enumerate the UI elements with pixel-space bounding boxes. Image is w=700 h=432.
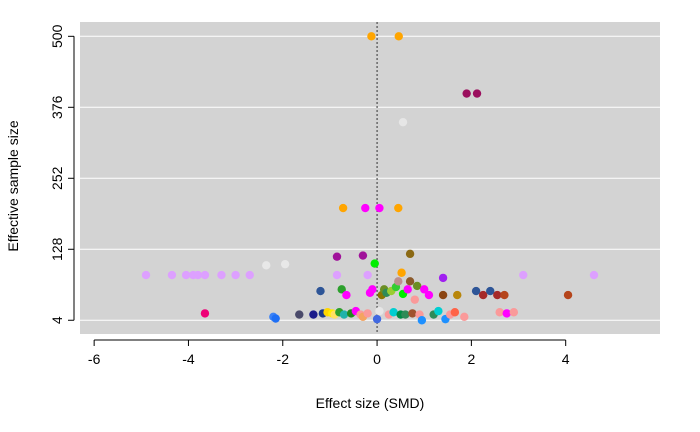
data-point-24 (245, 270, 254, 280)
data-point-35 (316, 286, 325, 296)
data-point-75 (438, 290, 448, 300)
y-axis-title: Effective sample size (5, 120, 21, 251)
data-point-29 (438, 273, 448, 283)
data-point-4 (398, 117, 408, 127)
data-point-16 (141, 270, 151, 280)
data-point-23 (231, 270, 240, 280)
horizontal-gridlines (80, 35, 660, 321)
y-tick-label-4: 500 (49, 24, 65, 48)
y-tick-label-2: 252 (49, 166, 65, 190)
x-tick-label-2: -2 (277, 351, 290, 367)
data-point-74 (434, 306, 443, 316)
data-point-81 (471, 286, 481, 296)
data-point-1 (394, 32, 403, 41)
data-point-9 (332, 252, 342, 261)
data-point-8 (394, 203, 403, 213)
y-tick-label-3: 376 (49, 95, 65, 119)
data-point-88 (509, 308, 519, 317)
data-point-30 (200, 309, 210, 318)
data-point-86 (500, 290, 509, 300)
data-point-52 (375, 306, 384, 316)
data-point-28 (589, 270, 599, 280)
data-point-78 (450, 308, 460, 317)
data-point-84 (493, 290, 502, 300)
data-point-82 (478, 290, 488, 300)
data-points (141, 32, 599, 325)
data-point-67 (410, 295, 419, 304)
data-point-25 (332, 270, 342, 280)
data-point-89 (563, 290, 573, 300)
data-point-6 (361, 203, 370, 213)
data-point-51 (372, 314, 382, 324)
data-point-68 (412, 281, 422, 291)
data-point-21 (200, 270, 210, 280)
data-point-63 (401, 310, 410, 319)
data-point-34 (309, 310, 318, 319)
data-point-11 (370, 259, 379, 268)
data-point-10 (358, 251, 368, 260)
data-point-83 (486, 286, 495, 296)
x-tick-label-4: 2 (467, 351, 475, 367)
data-point-72 (424, 290, 434, 300)
data-point-7 (375, 203, 384, 213)
data-point-60 (394, 277, 403, 286)
data-point-14 (262, 261, 271, 270)
x-tick-label-5: 4 (562, 351, 570, 367)
y-axis: 4 128 252 376 500 (49, 24, 75, 324)
data-point-17 (167, 270, 177, 280)
data-point-0 (367, 32, 376, 41)
data-point-2 (462, 89, 471, 98)
x-axis-title: Effect size (SMD) (316, 395, 425, 411)
data-point-87 (502, 309, 511, 318)
data-point-22 (217, 270, 226, 280)
data-point-58 (389, 308, 398, 317)
data-point-13 (397, 268, 406, 277)
data-point-5 (338, 203, 348, 213)
data-point-43 (342, 290, 351, 300)
data-point-42 (339, 310, 349, 319)
x-tick-label-3: 0 (373, 351, 381, 367)
data-point-66 (408, 309, 417, 318)
data-point-71 (420, 285, 429, 294)
data-point-41 (337, 285, 346, 294)
data-point-85 (495, 308, 504, 317)
y-tick-label-1: 128 (49, 237, 65, 261)
data-point-12 (405, 249, 415, 259)
data-point-26 (363, 270, 372, 280)
data-point-50 (368, 285, 377, 294)
data-point-70 (417, 316, 427, 325)
data-point-80 (460, 312, 469, 322)
data-point-3 (472, 89, 482, 98)
data-point-32 (271, 314, 280, 323)
data-point-15 (280, 259, 290, 269)
data-point-27 (519, 270, 528, 280)
data-point-48 (363, 309, 372, 318)
x-tick-label-0: -6 (88, 351, 101, 367)
x-tick-label-1: -4 (182, 351, 195, 367)
data-point-79 (453, 290, 462, 300)
data-point-33 (295, 310, 304, 319)
data-point-18 (181, 270, 191, 280)
y-tick-label-0: 4 (49, 316, 65, 324)
x-axis: -6 -4 -2 0 2 4 (88, 339, 570, 367)
data-point-64 (403, 285, 412, 294)
data-point-65 (405, 277, 415, 286)
data-point-20 (193, 270, 203, 280)
